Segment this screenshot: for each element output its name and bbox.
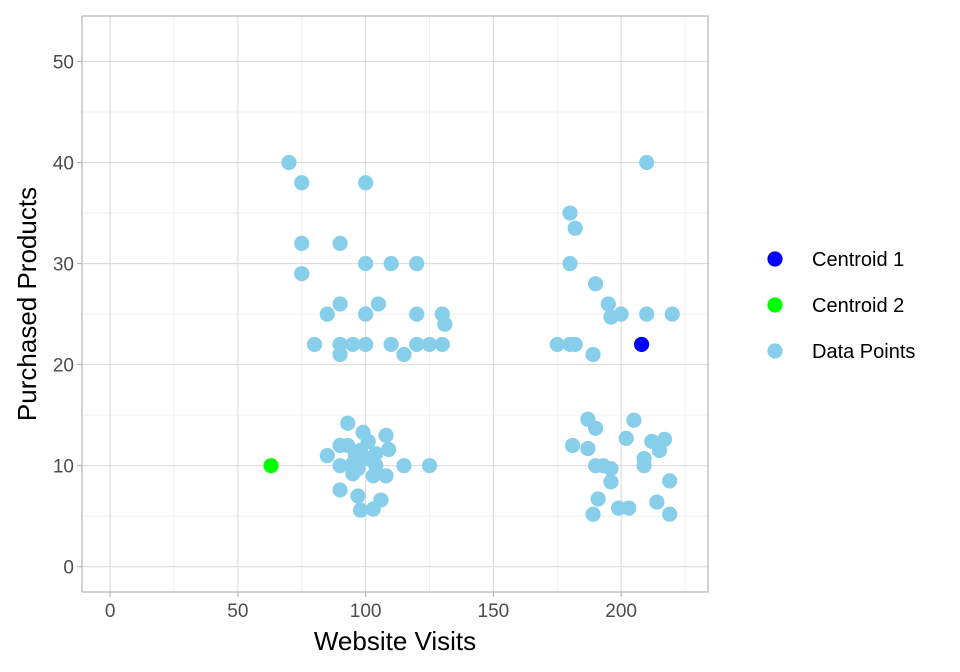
legend-key-centroid-2 [767,297,783,313]
data-point [618,430,634,446]
data-point [332,346,348,363]
data-point [567,220,583,236]
x-axis-title: Website Visits [314,626,476,656]
data-point [409,336,425,353]
data-point [358,255,374,272]
data-point [434,336,450,353]
data-point [603,474,619,490]
data-point [636,458,652,474]
axis-tick-labels: 0 50 100 150 200 0 10 20 30 40 50 [53,52,637,622]
legend: Centroid 1 Centroid 2 Data Points [767,249,915,363]
data-point [345,466,361,482]
data-point [358,175,374,191]
data-point [332,482,348,498]
data-point [332,458,348,474]
legend-label-centroid-2: Centroid 2 [812,295,904,317]
data-point [662,473,678,489]
y-tick-label: 20 [53,356,74,377]
data-point [365,468,381,484]
data-point [365,501,381,517]
data-point [383,336,399,353]
data-point [621,500,637,516]
data-point [600,296,616,312]
data-point [306,336,323,353]
y-tick-label: 50 [53,52,74,73]
data-point [350,488,366,504]
data-point [370,296,386,312]
x-tick-label: 200 [605,601,637,622]
data-point [294,266,310,282]
centroid-2-point [263,458,279,474]
data-point [562,255,578,272]
data-point [332,235,348,251]
data-point [567,336,583,353]
data-point [383,255,399,272]
data-point [585,506,601,522]
data-point [381,441,397,458]
data-point [352,502,369,518]
data-point [639,154,655,171]
y-tick-label: 40 [53,154,74,175]
centroid-1-point [633,336,650,353]
data-point [590,491,606,507]
data-point [421,458,438,474]
y-axis-title: Purchased Products [12,187,42,421]
data-point [585,346,601,363]
data-point [651,442,668,459]
legend-key-data-points [767,343,783,359]
legend-label-centroid-1: Centroid 1 [812,249,904,271]
data-point [294,235,310,251]
x-tick-label: 50 [227,601,248,622]
x-tick-label: 150 [478,601,510,622]
data-point [294,175,310,191]
data-point [409,306,425,322]
data-point [340,415,356,431]
data-point [603,309,619,325]
data-point [319,306,335,322]
data-point [587,420,604,436]
y-tick-label: 0 [63,558,74,579]
data-point [378,427,394,443]
axis-ticks [77,60,622,597]
data-point [378,468,394,484]
legend-label-data-points: Data Points [812,341,915,363]
data-point [421,336,438,353]
data-point [587,276,604,292]
data-point [580,440,596,457]
data-point [332,296,348,312]
data-point [345,336,361,353]
data-point [358,336,374,353]
x-tick-label: 0 [105,601,116,622]
panel-border [81,15,709,593]
data-point [649,494,665,510]
data-point [358,306,374,322]
y-tick-label: 10 [53,457,74,478]
data-point [281,154,297,171]
data-point [603,461,619,477]
data-point [626,412,642,428]
data-point [396,458,412,474]
data-point [562,205,578,221]
grid [82,16,708,592]
data-points-layer [263,154,680,522]
y-tick-label: 30 [53,255,74,276]
data-point [664,306,680,322]
data-point [437,316,453,332]
data-point [319,447,335,464]
data-point [409,255,425,272]
data-point [662,506,678,522]
legend-key-centroid-1 [767,251,783,267]
data-point [549,336,565,353]
x-tick-label: 100 [350,601,382,622]
data-point [396,346,412,363]
data-point [639,306,655,322]
data-point [564,437,581,454]
